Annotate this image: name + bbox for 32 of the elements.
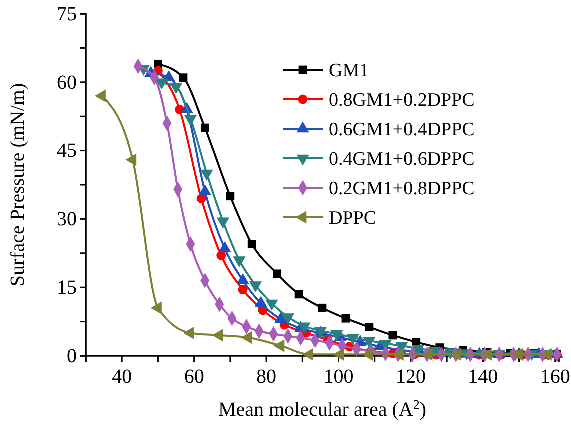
x-tick-label: 120 — [396, 366, 426, 388]
y-axis-title: Surface Pressure (mN/m) — [7, 83, 29, 287]
point — [365, 323, 374, 332]
x-tick-label: 140 — [468, 366, 498, 388]
x-tick-label: 40 — [112, 366, 132, 388]
x-tick-label: 160 — [540, 366, 570, 388]
y-tick-label: 60 — [57, 72, 77, 94]
legend-label: 0.6GM1+0.4DPPC — [329, 120, 475, 141]
point — [238, 285, 248, 295]
x-tick-label: 60 — [184, 366, 204, 388]
point — [342, 314, 350, 323]
point — [226, 192, 235, 201]
y-tick-label: 45 — [57, 140, 77, 162]
x-axis-title: Mean molecular area (A$^{2}$) — [218, 396, 427, 421]
legend-label: 0.4GM1+0.6DPPC — [329, 149, 475, 170]
y-tick-label: 15 — [57, 277, 77, 299]
y-tick-label: 75 — [57, 3, 77, 26]
legend-label: GM1 — [329, 60, 370, 82]
y-tick-label: 30 — [57, 208, 77, 231]
point — [318, 304, 327, 312]
legend-label: DPPC — [329, 208, 377, 230]
x-tick-label: 80 — [256, 366, 277, 388]
point — [273, 270, 282, 278]
point — [248, 240, 256, 248]
point — [200, 124, 210, 132]
x-tick-label: 100 — [324, 366, 354, 388]
y-tick-label: 0 — [67, 345, 77, 368]
legend-label: 0.2GM1+0.8DPPC — [329, 178, 475, 200]
legend-label: 0.8GM1+0.2DPPC — [329, 90, 475, 112]
point — [388, 331, 398, 340]
point — [294, 290, 304, 299]
point — [179, 74, 188, 82]
